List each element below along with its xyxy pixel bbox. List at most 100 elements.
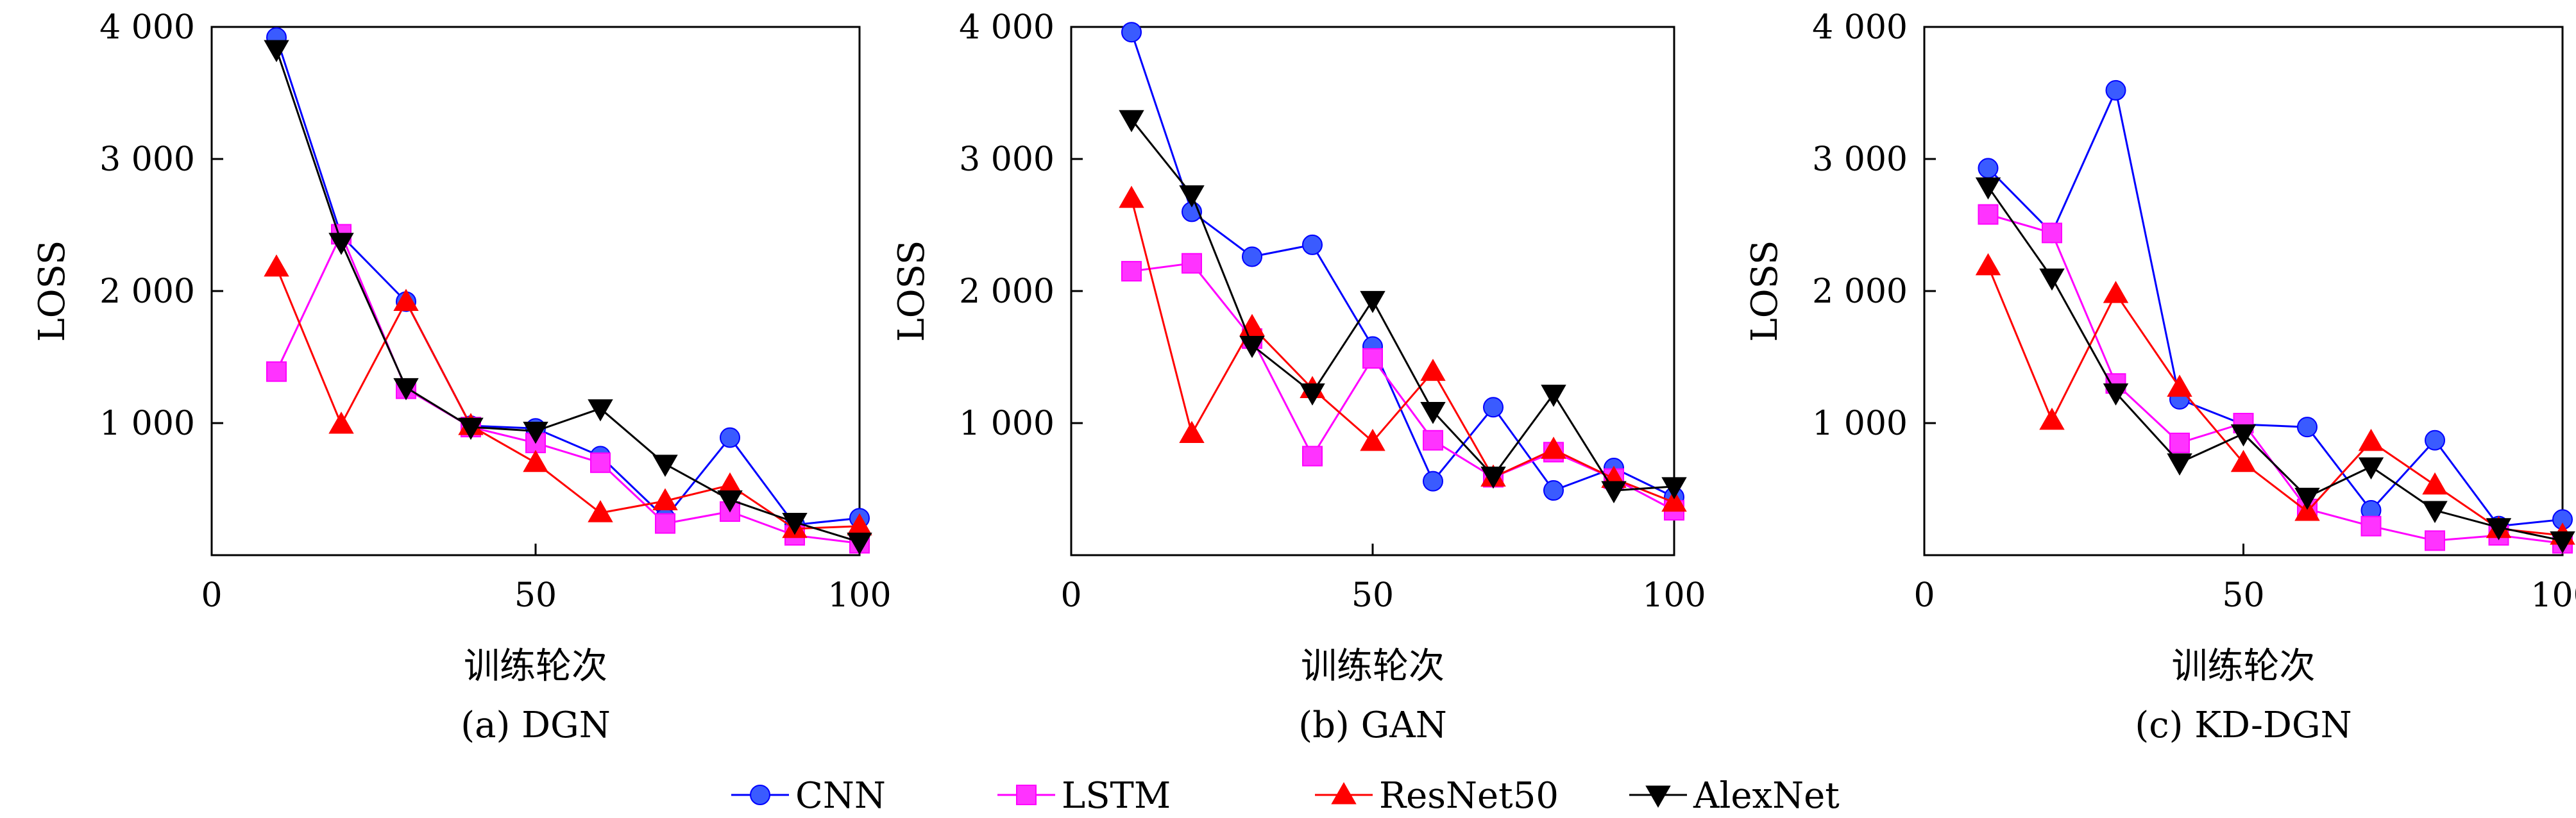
x-tick-label: 0 [1913, 576, 1935, 615]
data-point [328, 412, 354, 434]
data-point [2294, 499, 2320, 521]
data-point [523, 421, 548, 444]
data-point [458, 417, 484, 440]
data-point [1480, 466, 1506, 489]
y-tick-label: 3 000 [959, 140, 1055, 179]
series-cnn [1121, 22, 1684, 508]
x-axis-label: 训练轮次 [1301, 646, 1445, 687]
data-point [2167, 453, 2192, 476]
panel-caption: (a) DGN [461, 705, 611, 746]
data-point [652, 488, 678, 511]
y-tick-label: 1 000 [1812, 405, 1908, 443]
chart-panel-3: 1 000 2 000 3 000 4 000 0 50 100 训练轮次 LOSS (c) KD… [1744, 8, 2576, 746]
data-point [1239, 335, 1265, 358]
data-point [2297, 417, 2318, 438]
series-line [1130, 198, 1675, 503]
data-point [2230, 449, 2257, 472]
data-point [655, 513, 675, 534]
series-resnet50 [1975, 253, 2575, 545]
y-tick-label: 4 000 [1812, 8, 1908, 47]
data-point [328, 233, 354, 255]
y-tick-label: 3 000 [99, 140, 195, 179]
data-point [1541, 437, 1566, 459]
legend-marker [750, 785, 770, 805]
series-line [275, 233, 860, 544]
data-point [2167, 374, 2192, 397]
series-line [1130, 31, 1675, 498]
x-tick-label: 50 [514, 576, 557, 615]
data-point [1300, 383, 1325, 406]
data-point [1420, 401, 1446, 424]
data-point [266, 361, 287, 382]
series-alexnet [264, 40, 872, 555]
series-lstm [1121, 253, 1684, 521]
y-tick-label: 1 000 [99, 405, 195, 443]
x-axis-label: 训练轮次 [2172, 646, 2316, 687]
data-point [2105, 79, 2126, 101]
legend-marker [1016, 785, 1037, 805]
data-point [264, 254, 289, 277]
data-point [393, 288, 419, 311]
data-point [1302, 234, 1323, 255]
x-tick-label: 50 [2222, 576, 2264, 615]
x-axis-label: 训练轮次 [464, 646, 607, 687]
data-point [1302, 446, 1323, 467]
series-alexnet [1975, 177, 2575, 554]
series-resnet50 [264, 254, 872, 538]
y-tick-label: 4 000 [959, 8, 1055, 47]
data-point [2422, 472, 2448, 495]
data-point [1360, 290, 1385, 313]
series-line [1987, 186, 2563, 542]
chart-panel-1: 1 000 2 000 3 000 4 000 0 50 100 训练轮次 LOSS (a) DG… [31, 8, 892, 746]
series-lstm [1978, 204, 2573, 554]
y-tick-label: 2 000 [959, 272, 1055, 311]
legend: CNN LSTM ResNet50 AlexNet [731, 775, 1840, 817]
legend-label: AlexNet [1693, 775, 1840, 817]
data-point [1360, 428, 1385, 451]
legend-label: ResNet50 [1379, 775, 1559, 817]
data-point [2230, 424, 2257, 447]
data-point [2042, 222, 2062, 244]
data-point [1483, 397, 1504, 418]
data-point [264, 40, 289, 63]
data-point [1121, 22, 1142, 43]
series-line [1988, 213, 2563, 544]
series-line [275, 49, 860, 543]
panel-caption: (b) GAN [1298, 705, 1447, 746]
data-point [1362, 348, 1383, 369]
x-tick-label: 0 [1060, 576, 1081, 615]
data-point [1541, 385, 1566, 407]
data-point [523, 449, 548, 472]
data-point [2103, 383, 2129, 406]
data-point [652, 455, 678, 477]
data-point [1543, 480, 1564, 501]
data-point [2103, 281, 2129, 303]
data-point [588, 399, 613, 422]
y-axis-label: LOSS [1744, 240, 1786, 342]
data-point [782, 513, 808, 535]
data-point [847, 532, 872, 555]
x-tick-label: 50 [1352, 576, 1394, 615]
data-point [1242, 246, 1262, 267]
x-tick-label: 0 [201, 576, 222, 615]
series-line [1131, 262, 1675, 512]
x-tick-label: 100 [2530, 576, 2576, 615]
data-point [1978, 204, 1999, 225]
series-line [275, 37, 860, 526]
y-tick-label: 1 000 [959, 405, 1055, 443]
legend-label: LSTM [1062, 775, 1171, 817]
data-point [2358, 457, 2384, 480]
series-line [1987, 89, 2563, 528]
data-point [1978, 158, 1999, 179]
panel-caption: (c) KD-DGN [2135, 705, 2351, 746]
plot-frame [210, 26, 861, 556]
data-point [590, 452, 611, 473]
data-point [2425, 430, 2445, 451]
series-alexnet [1119, 110, 1687, 504]
data-point [1420, 358, 1446, 381]
series-line [1987, 265, 2563, 537]
series-resnet50 [1119, 185, 1687, 512]
data-point [2550, 531, 2575, 554]
x-tick-label: 100 [827, 576, 891, 615]
